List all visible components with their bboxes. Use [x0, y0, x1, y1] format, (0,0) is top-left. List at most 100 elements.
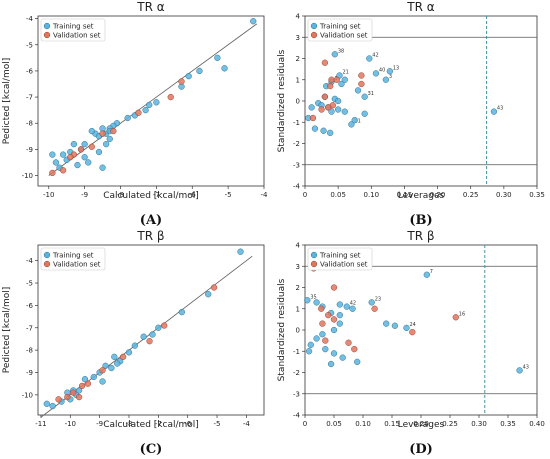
training-point: [341, 108, 348, 115]
chart-tr-beta-williams: TR β 0 0.05 0.10 0.15 0.20 0.25 0.30 0.35 0.40 -4 -…: [277, 229, 545, 457]
legend-entry: Validation set: [53, 261, 101, 269]
x-tick-label: 0.20: [413, 420, 429, 428]
training-point: [124, 114, 131, 122]
training-point: [336, 320, 343, 327]
validation-point: [84, 380, 92, 387]
y-tick-label: -3: [293, 390, 300, 398]
y-tick-label: -4: [26, 15, 34, 23]
point-label: 35: [310, 294, 316, 300]
validation-point: [318, 106, 325, 113]
training-point: [108, 364, 115, 372]
validation-point: [409, 328, 416, 336]
training-point: [99, 164, 106, 171]
validation-point: [358, 72, 365, 79]
x-tick-label: 0.05: [330, 191, 346, 199]
y-tick-label: -5: [26, 41, 33, 49]
training-point: [146, 101, 153, 109]
x-tick-label: 0.10: [363, 191, 379, 199]
training-point: [196, 67, 203, 75]
training-point: [304, 297, 311, 304]
point-label: 38: [338, 48, 344, 54]
chart-title: TR β: [136, 229, 164, 243]
training-point: [320, 127, 327, 134]
validation-point: [321, 93, 329, 100]
training-point: [336, 301, 343, 308]
legend-entry: Training set: [319, 252, 361, 260]
training-point: [237, 248, 244, 255]
y-tick-label: -2: [293, 140, 300, 148]
training-point: [386, 68, 393, 75]
training-point: [383, 320, 390, 327]
y-tick-label: -3: [293, 161, 300, 169]
training-point: [311, 125, 319, 132]
panel-label: (A): [140, 213, 162, 228]
y-tick-label: 1: [296, 76, 300, 84]
training-point: [490, 108, 498, 115]
chart-title: TR α: [406, 0, 434, 14]
y-tick-label: -8: [26, 347, 33, 355]
x-tick-label: -6: [189, 191, 197, 199]
validation-point: [309, 114, 317, 122]
chart-title: TR β: [406, 229, 434, 243]
training-point: [334, 106, 342, 113]
validation-point: [167, 93, 174, 101]
training-point: [185, 73, 192, 80]
validation-point: [345, 339, 352, 346]
x-tick-label: -5: [225, 191, 232, 199]
training-point: [99, 125, 106, 132]
chart-tr-alpha-williams: TR α 0 0.05 0.10 0.15 0.20 0.25 0.30 0.35 -4 -3 -2 -…: [277, 0, 545, 228]
point-label: 23: [375, 296, 381, 302]
y-tick-label: -8: [26, 120, 33, 128]
legend-marker: [43, 22, 51, 30]
validation-point: [75, 393, 83, 401]
y-tick-label: -2: [293, 369, 300, 377]
training-point: [49, 402, 56, 410]
y-tick-label: 4: [296, 242, 301, 250]
training-point: [372, 70, 380, 77]
training-point: [155, 324, 162, 331]
y-tick-label: 2: [296, 55, 300, 63]
panel-label: (B): [409, 213, 432, 228]
y-tick-label: 0: [296, 98, 300, 106]
point-label: 43: [523, 364, 529, 370]
training-point: [149, 331, 156, 338]
y-axis-label: Pedicted [kcal/mol]: [2, 58, 12, 144]
training-point: [331, 51, 338, 58]
point-label: 7: [430, 269, 433, 275]
legend-marker: [43, 31, 51, 39]
training-point: [351, 116, 358, 124]
y-tick-label: -4: [293, 183, 301, 191]
training-point: [343, 303, 350, 310]
legend-marker: [310, 260, 318, 268]
training-point: [99, 378, 106, 385]
x-tick-label: -8: [125, 420, 132, 428]
x-tick-label: 0.35: [500, 420, 516, 428]
validation-point: [319, 320, 326, 327]
validation-point: [49, 169, 56, 177]
x-tick-label: -10: [65, 420, 76, 428]
x-tick-label: -7: [155, 420, 162, 428]
chart-tr-beta-calc-vs-pred: TR β -11 -10 -9 -8 -7 -6 -5 -4 -10 -9 -8 -7 -6 -5 -4 Cal…: [2, 229, 265, 457]
training-point: [178, 308, 185, 316]
validation-point: [452, 314, 459, 321]
training-point: [368, 299, 375, 306]
point-label: 3: [389, 74, 392, 80]
training-point: [327, 360, 335, 368]
y-axis-label: Standardized residuals: [277, 49, 287, 152]
y-tick-label: -7: [26, 324, 33, 332]
x-tick-label: 0.10: [355, 420, 371, 428]
training-point: [334, 97, 342, 105]
identity-line: [48, 23, 258, 176]
training-point: [153, 99, 160, 106]
x-tick-label: 0.25: [463, 191, 479, 199]
legend-marker: [43, 260, 51, 268]
y-tick-label: 3: [296, 34, 300, 42]
x-axis-label: Calculated [kcal/mol]: [103, 420, 199, 430]
validation-point: [119, 353, 127, 360]
training-point: [103, 141, 110, 148]
legend-entry: Validation set: [53, 32, 101, 40]
legend-entry: Training set: [52, 252, 94, 260]
validation-point: [77, 146, 85, 153]
x-tick-label: 0.30: [496, 191, 512, 199]
panel-label: (D): [409, 442, 433, 457]
